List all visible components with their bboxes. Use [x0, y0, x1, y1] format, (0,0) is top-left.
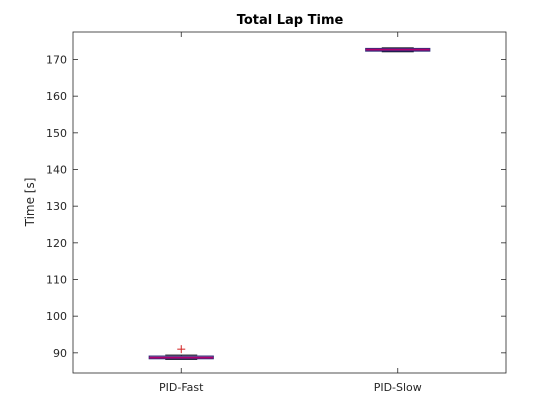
y-tick-label: 140 — [46, 164, 67, 177]
y-tick-label: 150 — [46, 127, 67, 140]
x-tick-label: PID-Fast — [159, 381, 204, 394]
y-tick-label: 90 — [53, 347, 67, 360]
y-tick-label: 160 — [46, 90, 67, 103]
y-tick-label: 110 — [46, 274, 67, 287]
y-tick-label: 120 — [46, 237, 67, 250]
y-tick-label: 170 — [46, 54, 67, 67]
box-pid-fast — [148, 345, 214, 360]
y-tick-label: 100 — [46, 310, 67, 323]
x-tick-label: PID-Slow — [374, 381, 422, 394]
y-tick-label: 130 — [46, 200, 67, 213]
box-pid-slow — [365, 47, 431, 53]
chart-title: Total Lap Time — [237, 13, 344, 28]
box-series — [148, 47, 431, 360]
y-axis-label: Time [s] — [23, 178, 37, 228]
outlier-marker — [177, 345, 186, 354]
plot-area-frame — [72, 31, 507, 374]
y-axis: 90 100 110 120 130 140 150 160 170 — [46, 54, 506, 360]
x-axis: PID-Fast PID-Slow — [159, 32, 422, 394]
